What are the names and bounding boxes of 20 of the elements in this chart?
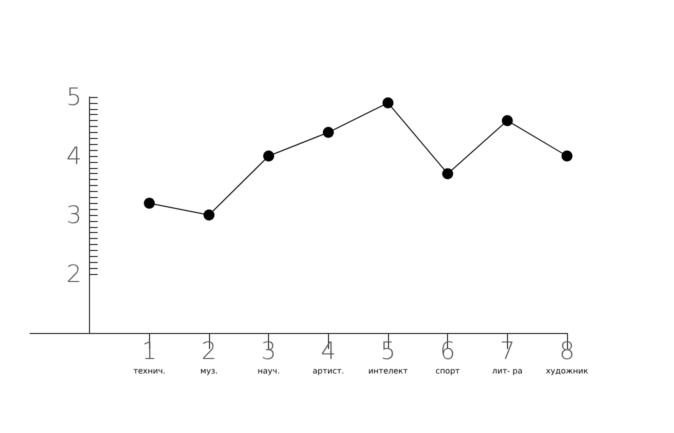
x-tick-label: 8 художник [546, 337, 588, 376]
x-tick-label: 2 муз. [200, 337, 218, 376]
y-tick-label: 4 [66, 142, 82, 170]
x-tick-label: 1 технич. [133, 337, 166, 376]
point [263, 150, 274, 162]
point [144, 198, 155, 209]
point [562, 150, 572, 162]
x-tick-label: 7 лит- ра [492, 337, 523, 376]
x-tick-label: 3 науч. [258, 337, 280, 376]
x-tick-label: 5 интелект [368, 337, 408, 376]
y-tick-label: 5 [66, 83, 82, 111]
y-tick-label: 3 [66, 201, 82, 229]
point [204, 210, 214, 220]
x-tick-label: 4 артист. [312, 337, 344, 376]
point [442, 168, 454, 180]
point [322, 126, 334, 138]
x-tick-label: 6 спорт [436, 337, 460, 376]
point [502, 115, 513, 126]
point [382, 97, 394, 108]
y-tick-label: 2 [66, 260, 82, 288]
